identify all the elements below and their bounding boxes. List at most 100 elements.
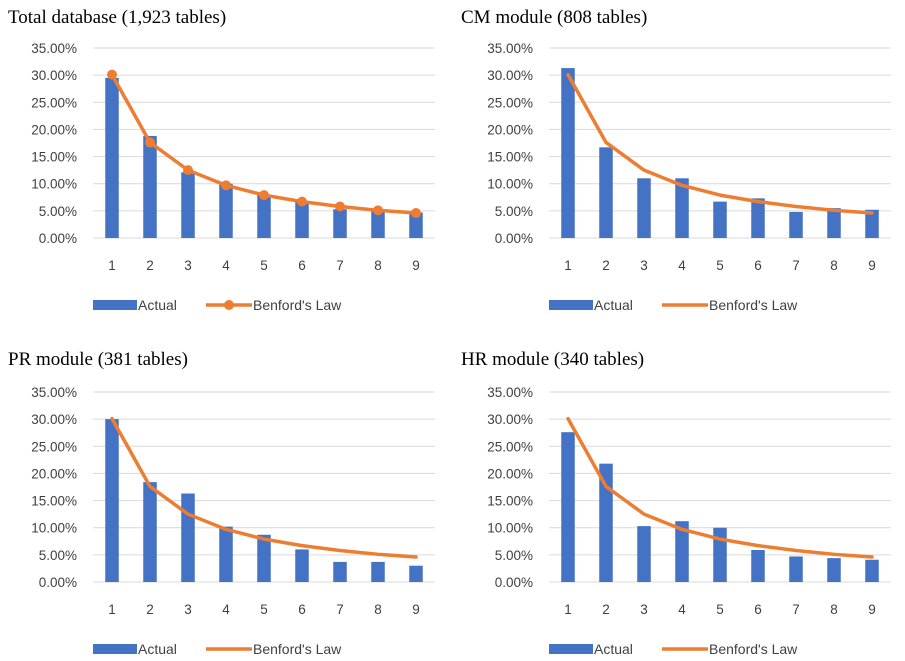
bar-actual bbox=[789, 556, 803, 582]
bar-actual bbox=[181, 493, 195, 582]
bar-actual bbox=[143, 135, 157, 238]
x-tick-label: 8 bbox=[374, 602, 382, 617]
y-tick-label: 10.00% bbox=[487, 521, 533, 536]
x-tick-label: 9 bbox=[412, 602, 420, 617]
point-benfords-law bbox=[297, 196, 307, 207]
y-tick-label: 10.00% bbox=[31, 521, 77, 536]
x-tick-label: 2 bbox=[602, 602, 610, 617]
bar-actual bbox=[181, 172, 195, 238]
y-tick-label: 0.00% bbox=[495, 575, 533, 590]
bar-actual bbox=[143, 482, 157, 582]
bar-actual bbox=[371, 210, 385, 238]
legend-swatch-actual bbox=[549, 644, 593, 654]
y-tick-label: 15.00% bbox=[31, 494, 77, 509]
x-tick-label: 3 bbox=[640, 258, 648, 273]
legend-label-benfords-law: Benford's Law bbox=[253, 297, 342, 313]
y-tick-label: 20.00% bbox=[487, 122, 533, 137]
x-tick-label: 5 bbox=[260, 602, 268, 617]
point-benfords-law bbox=[107, 69, 117, 80]
bar-actual bbox=[751, 198, 765, 238]
x-tick-label: 6 bbox=[754, 258, 762, 273]
y-tick-label: 20.00% bbox=[31, 466, 77, 481]
legend-label-benfords-law: Benford's Law bbox=[709, 641, 798, 657]
bar-actual bbox=[599, 147, 613, 238]
chart-panel-hr-module: HR module (340 tables) 0.00% 5.00% 10.00% 1… bbox=[456, 344, 896, 661]
bar-actual bbox=[219, 183, 233, 238]
chart-plot: 0.00% 5.00% 10.00% 15.00% 20.00% 25.00% 30.00%… bbox=[31, 385, 435, 657]
bar-actual bbox=[561, 432, 575, 582]
x-tick-label: 3 bbox=[184, 602, 192, 617]
chart-plot: 0.00% 5.00% 10.00% 15.00% 20.00% 25.00% 30.00%… bbox=[487, 385, 891, 657]
x-tick-label: 7 bbox=[792, 602, 800, 617]
x-tick-label: 2 bbox=[602, 258, 610, 273]
bar-actual bbox=[675, 178, 689, 238]
bar-actual bbox=[865, 209, 879, 238]
bar-actual bbox=[409, 565, 423, 582]
bar-actual bbox=[637, 526, 651, 582]
bar-actual bbox=[295, 549, 309, 582]
legend-label-actual: Actual bbox=[594, 297, 633, 313]
chart-title: PR module (381 tables) bbox=[8, 349, 188, 370]
point-benfords-law bbox=[221, 180, 231, 191]
y-tick-label: 5.00% bbox=[495, 204, 533, 219]
y-tick-label: 0.00% bbox=[39, 575, 77, 590]
point-benfords-law bbox=[335, 201, 345, 212]
bar-actual bbox=[257, 194, 271, 238]
y-tick-label: 25.00% bbox=[31, 95, 77, 110]
point-benfords-law bbox=[145, 137, 155, 148]
x-tick-label: 1 bbox=[108, 602, 116, 617]
legend-label-benfords-law: Benford's Law bbox=[253, 641, 342, 657]
y-tick-label: 30.00% bbox=[31, 68, 77, 83]
chart-plot: 0.00% 5.00% 10.00% 15.00% 20.00% 25.00% 30.00%… bbox=[31, 41, 435, 313]
legend-swatch-actual bbox=[93, 300, 137, 310]
x-tick-label: 5 bbox=[716, 258, 724, 273]
bar-actual bbox=[333, 561, 347, 582]
bar-actual bbox=[713, 201, 727, 238]
chart-title: CM module (808 tables) bbox=[461, 7, 648, 28]
x-tick-label: 7 bbox=[336, 602, 344, 617]
bar-actual bbox=[409, 212, 423, 238]
point-benfords-law bbox=[259, 190, 269, 201]
x-tick-label: 9 bbox=[412, 258, 420, 273]
chart-title: Total database (1,923 tables) bbox=[8, 7, 227, 28]
x-tick-label: 8 bbox=[374, 258, 382, 273]
y-tick-label: 10.00% bbox=[31, 177, 77, 192]
chart-plot: 0.00% 5.00% 10.00% 15.00% 20.00% 25.00% 30.00%… bbox=[487, 41, 891, 313]
y-tick-label: 20.00% bbox=[31, 122, 77, 137]
y-tick-label: 25.00% bbox=[487, 439, 533, 454]
y-tick-label: 30.00% bbox=[487, 412, 533, 427]
x-tick-label: 5 bbox=[260, 258, 268, 273]
x-tick-label: 6 bbox=[754, 602, 762, 617]
bar-actual bbox=[105, 419, 119, 582]
point-benfords-law bbox=[373, 205, 383, 216]
bar-actual bbox=[675, 521, 689, 582]
y-tick-label: 35.00% bbox=[31, 385, 77, 400]
bar-actual bbox=[257, 534, 271, 582]
line-benfords-law bbox=[566, 416, 874, 559]
x-tick-label: 8 bbox=[830, 258, 838, 273]
x-tick-label: 2 bbox=[146, 602, 154, 617]
x-tick-label: 2 bbox=[146, 258, 154, 273]
x-tick-label: 3 bbox=[640, 602, 648, 617]
y-tick-label: 5.00% bbox=[39, 204, 77, 219]
x-tick-label: 7 bbox=[336, 258, 344, 273]
y-tick-label: 15.00% bbox=[487, 494, 533, 509]
chart-title: HR module (340 tables) bbox=[461, 349, 645, 370]
x-tick-label: 3 bbox=[184, 258, 192, 273]
y-tick-label: 0.00% bbox=[495, 231, 533, 246]
legend-swatch-actual bbox=[549, 300, 593, 310]
legend-label-actual: Actual bbox=[594, 641, 633, 657]
point-benfords-law bbox=[183, 165, 193, 176]
legend-label-actual: Actual bbox=[138, 641, 177, 657]
y-tick-label: 5.00% bbox=[39, 548, 77, 563]
chart-panel-total-database: Total database (1,923 tables) 0.00% 5.00%… bbox=[0, 0, 440, 330]
bar-actual bbox=[713, 527, 727, 582]
bar-actual bbox=[333, 209, 347, 238]
y-tick-label: 35.00% bbox=[487, 385, 533, 400]
y-tick-label: 30.00% bbox=[31, 412, 77, 427]
chart-panel-cm-module: CM module (808 tables) 0.00% 5.00% 10.00% 1… bbox=[456, 0, 896, 330]
point-benfords-law bbox=[411, 208, 421, 219]
bar-actual bbox=[371, 561, 385, 582]
bar-actual bbox=[865, 559, 879, 582]
x-tick-label: 7 bbox=[792, 258, 800, 273]
